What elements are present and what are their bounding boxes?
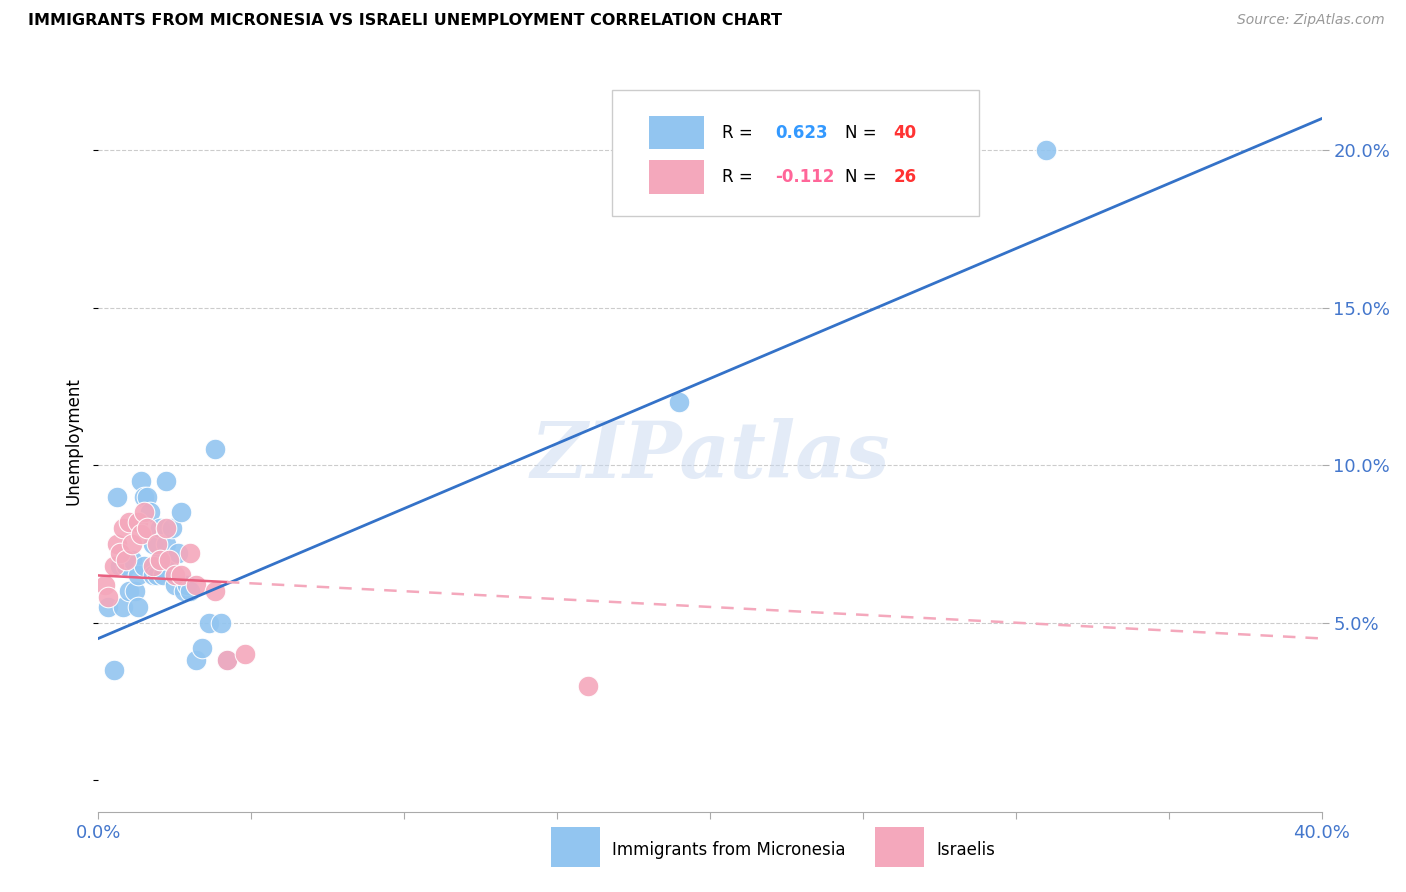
Point xyxy=(115,552,138,566)
Point xyxy=(134,505,156,519)
Point xyxy=(105,537,128,551)
Point xyxy=(167,546,190,560)
Point xyxy=(136,521,159,535)
Text: N =: N = xyxy=(845,124,882,142)
Point xyxy=(121,537,143,551)
Text: R =: R = xyxy=(723,169,758,186)
Point xyxy=(668,395,690,409)
Text: Immigrants from Micronesia: Immigrants from Micronesia xyxy=(612,841,845,859)
Text: R =: R = xyxy=(723,124,758,142)
Point xyxy=(173,584,195,599)
FancyBboxPatch shape xyxy=(875,827,924,867)
Point xyxy=(93,578,115,592)
Point xyxy=(233,647,256,661)
Point xyxy=(139,505,162,519)
Point xyxy=(124,584,146,599)
Point xyxy=(191,640,214,655)
Point xyxy=(170,568,193,582)
Point xyxy=(127,515,149,529)
Text: 26: 26 xyxy=(894,169,917,186)
Point xyxy=(160,521,183,535)
Point xyxy=(97,599,120,614)
Point xyxy=(118,515,141,529)
Text: -0.112: -0.112 xyxy=(775,169,834,186)
Point xyxy=(111,599,134,614)
Point xyxy=(176,578,198,592)
Point xyxy=(204,584,226,599)
Text: Source: ZipAtlas.com: Source: ZipAtlas.com xyxy=(1237,13,1385,28)
Point xyxy=(142,559,165,574)
Point xyxy=(179,546,201,560)
Point xyxy=(149,521,172,535)
Point xyxy=(121,552,143,566)
Point xyxy=(129,527,152,541)
Point xyxy=(142,537,165,551)
Point xyxy=(155,521,177,535)
FancyBboxPatch shape xyxy=(650,116,704,149)
Point xyxy=(155,474,177,488)
Point xyxy=(1035,143,1057,157)
Text: 0.623: 0.623 xyxy=(775,124,828,142)
Y-axis label: Unemployment: Unemployment xyxy=(65,377,83,506)
Point xyxy=(108,546,131,560)
Point xyxy=(163,578,186,592)
Text: ZIPatlas: ZIPatlas xyxy=(530,418,890,494)
Point xyxy=(209,615,232,630)
Text: IMMIGRANTS FROM MICRONESIA VS ISRAELI UNEMPLOYMENT CORRELATION CHART: IMMIGRANTS FROM MICRONESIA VS ISRAELI UN… xyxy=(28,13,782,29)
Point xyxy=(145,568,167,582)
Point xyxy=(115,559,138,574)
Point xyxy=(134,490,156,504)
Point xyxy=(152,568,174,582)
Text: Israelis: Israelis xyxy=(936,841,995,859)
Point xyxy=(127,599,149,614)
Point xyxy=(105,490,128,504)
Point xyxy=(136,490,159,504)
Point xyxy=(197,615,219,630)
Point xyxy=(118,584,141,599)
Point xyxy=(97,591,120,605)
Point xyxy=(134,559,156,574)
Point xyxy=(149,552,172,566)
FancyBboxPatch shape xyxy=(650,161,704,194)
Point xyxy=(215,653,238,667)
Point xyxy=(149,552,172,566)
Point xyxy=(157,552,180,566)
Point xyxy=(145,537,167,551)
Point xyxy=(103,663,125,677)
Point xyxy=(170,505,193,519)
Point xyxy=(111,521,134,535)
Point xyxy=(103,559,125,574)
FancyBboxPatch shape xyxy=(551,827,600,867)
FancyBboxPatch shape xyxy=(612,90,979,216)
Point xyxy=(179,584,201,599)
Point xyxy=(576,679,599,693)
Point xyxy=(155,537,177,551)
Point xyxy=(142,568,165,582)
Text: 40: 40 xyxy=(894,124,917,142)
Point xyxy=(163,568,186,582)
Text: N =: N = xyxy=(845,169,882,186)
Point xyxy=(127,568,149,582)
Point xyxy=(186,578,208,592)
Point xyxy=(215,653,238,667)
Point xyxy=(157,552,180,566)
Point xyxy=(204,442,226,457)
Point xyxy=(186,653,208,667)
Point xyxy=(108,559,131,574)
Point xyxy=(129,474,152,488)
